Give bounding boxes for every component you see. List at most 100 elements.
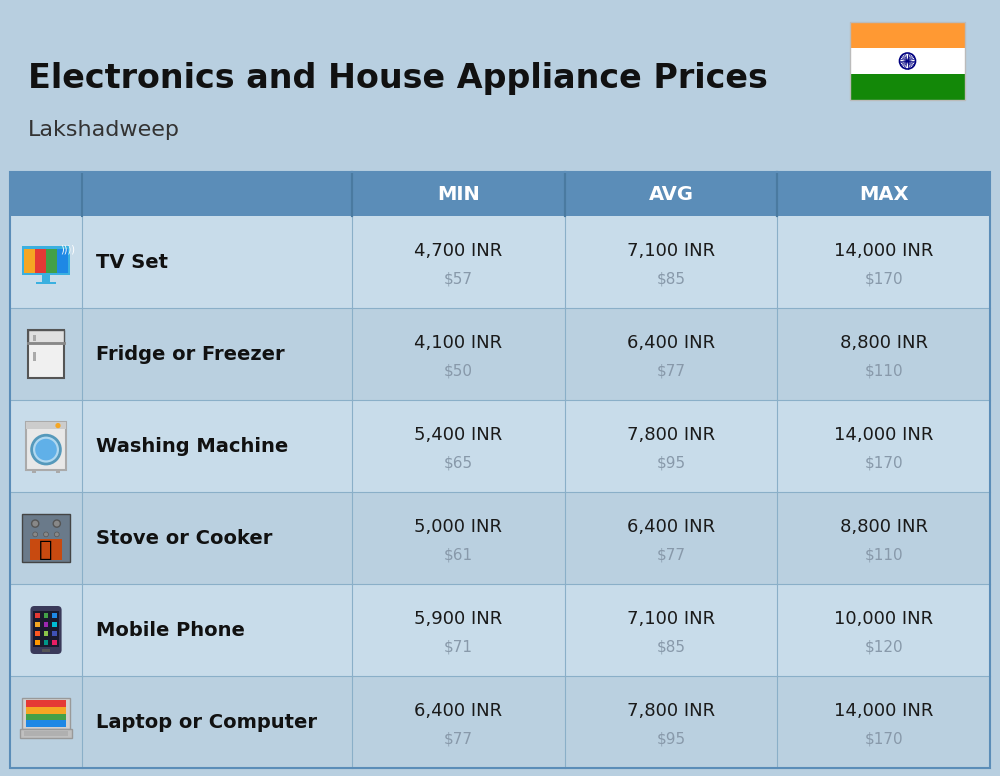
Text: 10,000 INR: 10,000 INR bbox=[834, 610, 933, 628]
Text: $110: $110 bbox=[864, 363, 903, 378]
Bar bbox=[28, 330, 64, 343]
Text: 6,400 INR: 6,400 INR bbox=[627, 334, 715, 352]
Text: $85: $85 bbox=[656, 271, 686, 286]
Bar bbox=[52, 631, 57, 636]
FancyBboxPatch shape bbox=[30, 606, 62, 654]
Circle shape bbox=[54, 532, 59, 537]
Bar bbox=[35, 613, 40, 618]
Bar bbox=[36, 282, 56, 284]
Bar bbox=[10, 676, 990, 768]
Bar bbox=[44, 622, 48, 627]
Text: 5,000 INR: 5,000 INR bbox=[414, 518, 502, 536]
Bar bbox=[52, 613, 57, 618]
Text: 14,000 INR: 14,000 INR bbox=[834, 242, 933, 260]
Bar bbox=[850, 48, 965, 74]
Text: 4,700 INR: 4,700 INR bbox=[414, 242, 502, 260]
Bar bbox=[24, 731, 68, 736]
Text: 7,100 INR: 7,100 INR bbox=[627, 610, 715, 628]
Bar bbox=[33, 352, 36, 361]
Text: $95: $95 bbox=[656, 731, 686, 746]
Bar bbox=[33, 611, 59, 647]
Text: 5,900 INR: 5,900 INR bbox=[414, 610, 502, 628]
Bar bbox=[850, 74, 965, 100]
Text: 8,800 INR: 8,800 INR bbox=[840, 518, 928, 536]
Bar bbox=[35, 631, 40, 636]
Bar bbox=[24, 249, 35, 273]
Bar bbox=[10, 172, 990, 216]
Bar bbox=[30, 539, 62, 559]
Bar bbox=[26, 707, 66, 714]
Bar bbox=[26, 422, 66, 429]
Text: 🔥: 🔥 bbox=[39, 540, 53, 560]
Circle shape bbox=[32, 435, 60, 464]
Circle shape bbox=[56, 424, 60, 428]
Bar bbox=[10, 492, 990, 584]
Text: 14,000 INR: 14,000 INR bbox=[834, 702, 933, 720]
Bar bbox=[35, 622, 40, 627]
Text: 7,800 INR: 7,800 INR bbox=[627, 426, 715, 444]
Bar bbox=[26, 714, 66, 720]
Bar bbox=[57, 249, 68, 273]
Text: $65: $65 bbox=[444, 455, 473, 470]
Bar bbox=[33, 335, 36, 341]
Circle shape bbox=[35, 438, 57, 460]
Bar bbox=[44, 639, 48, 645]
Text: $170: $170 bbox=[864, 731, 903, 746]
Bar bbox=[26, 422, 66, 470]
Bar bbox=[10, 584, 990, 676]
Text: $57: $57 bbox=[444, 271, 473, 286]
Bar bbox=[44, 613, 48, 618]
Bar bbox=[32, 470, 36, 473]
Text: $95: $95 bbox=[656, 455, 686, 470]
Bar bbox=[44, 631, 48, 636]
Bar bbox=[26, 720, 66, 727]
Text: 7,100 INR: 7,100 INR bbox=[627, 242, 715, 260]
Bar bbox=[850, 22, 965, 100]
Bar bbox=[10, 172, 990, 768]
Bar bbox=[46, 249, 57, 273]
Text: $50: $50 bbox=[444, 363, 473, 378]
Bar bbox=[22, 698, 70, 729]
Bar bbox=[22, 247, 70, 275]
Text: 14,000 INR: 14,000 INR bbox=[834, 426, 933, 444]
Bar bbox=[850, 22, 965, 48]
Bar bbox=[52, 639, 57, 645]
Text: Electronics and House Appliance Prices: Electronics and House Appliance Prices bbox=[28, 62, 768, 95]
Text: Laptop or Computer: Laptop or Computer bbox=[96, 712, 317, 732]
Text: 8,800 INR: 8,800 INR bbox=[840, 334, 928, 352]
Text: MIN: MIN bbox=[437, 185, 480, 203]
Text: 7,800 INR: 7,800 INR bbox=[627, 702, 715, 720]
Bar bbox=[10, 216, 990, 308]
Bar bbox=[35, 639, 40, 645]
Circle shape bbox=[53, 520, 60, 527]
Text: Lakshadweep: Lakshadweep bbox=[28, 120, 180, 140]
Text: $77: $77 bbox=[656, 363, 686, 378]
Text: $71: $71 bbox=[444, 639, 473, 654]
Text: AVG: AVG bbox=[648, 185, 694, 203]
Bar bbox=[26, 701, 66, 727]
Text: Stove or Cooker: Stove or Cooker bbox=[96, 528, 272, 548]
Text: Mobile Phone: Mobile Phone bbox=[96, 621, 245, 639]
Text: 6,400 INR: 6,400 INR bbox=[627, 518, 715, 536]
Circle shape bbox=[44, 532, 48, 537]
Text: MAX: MAX bbox=[859, 185, 908, 203]
Bar bbox=[28, 330, 64, 378]
Circle shape bbox=[32, 520, 39, 527]
Bar bbox=[42, 275, 50, 282]
Bar bbox=[10, 308, 990, 400]
Bar bbox=[20, 729, 72, 738]
Text: 4,100 INR: 4,100 INR bbox=[414, 334, 502, 352]
Bar bbox=[22, 514, 70, 562]
Text: 5,400 INR: 5,400 INR bbox=[414, 426, 502, 444]
Bar bbox=[24, 249, 68, 273]
Text: TV Set: TV Set bbox=[96, 252, 168, 272]
Text: Fridge or Freezer: Fridge or Freezer bbox=[96, 345, 285, 363]
Text: Washing Machine: Washing Machine bbox=[96, 436, 288, 456]
Bar bbox=[26, 701, 66, 707]
Text: $110: $110 bbox=[864, 547, 903, 562]
Text: $170: $170 bbox=[864, 455, 903, 470]
Circle shape bbox=[33, 532, 38, 537]
Text: $77: $77 bbox=[444, 731, 473, 746]
Text: $61: $61 bbox=[444, 547, 473, 562]
Bar bbox=[56, 470, 60, 473]
